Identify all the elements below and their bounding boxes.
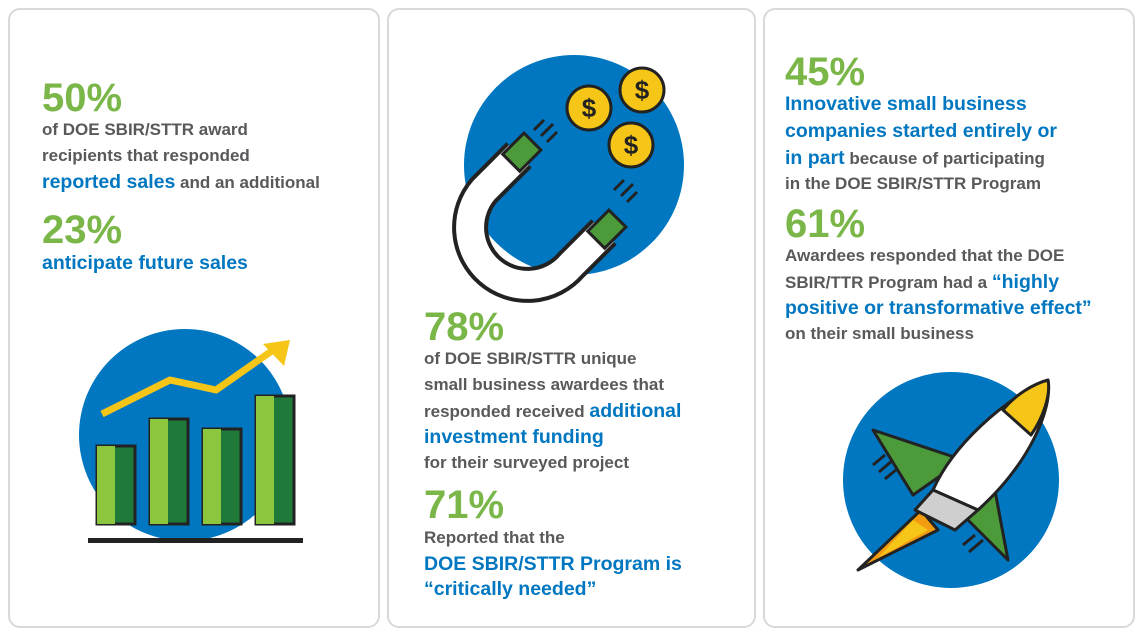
critically-needed-highlight: “critically needed” [424, 578, 597, 600]
effect-text-line-1: Awardees responded that the DOE [785, 246, 1065, 265]
sales-text-line-1: of DOE SBIR/STTR award [42, 120, 248, 139]
investment-text-line-1: of DOE SBIR/STTR unique [424, 349, 637, 368]
sales-text-tail: and an additional [175, 173, 320, 192]
stat-45-percent: 45% [785, 50, 866, 94]
transformative-highlight: positive or transformative effect” [785, 297, 1092, 319]
svg-text:$: $ [635, 75, 650, 105]
additional-highlight: additional [589, 400, 682, 422]
investment-text-line-3-start: responded received [424, 402, 590, 421]
reported-sales-highlight: reported sales [42, 171, 176, 193]
in-part-highlight: in part [785, 147, 845, 169]
effect-text-line-4: on their small business [785, 324, 974, 343]
rocket-icon [843, 372, 1059, 588]
startup-highlight-line-2: companies started entirely or [785, 120, 1058, 142]
future-sales-text: anticipate future sales [42, 252, 248, 274]
startup-text-line-3: in part because of participating [785, 145, 1045, 172]
stat-78-percent: 78% [424, 305, 505, 349]
startup-text-tail: because of participating [844, 149, 1045, 168]
investment-text-line-2: small business awardees that [424, 375, 664, 394]
magnet-dollar-icon: $ $ $ [452, 55, 684, 303]
panel-sales: 50% of DOE SBIR/STTR award recipients th… [8, 8, 380, 628]
investment-funding-highlight: investment funding [424, 426, 604, 448]
svg-text:$: $ [582, 93, 597, 123]
stat-23-percent: 23% [42, 208, 123, 252]
startup-highlight-line-1: Innovative small business [785, 93, 1027, 115]
stat-71-percent: 71% [424, 483, 505, 527]
stat-50-percent: 50% [42, 76, 123, 120]
panel-investment: $ $ $ 78% of DOE SBIR/STTR unique small … [387, 8, 756, 628]
bar-chart-trend-icon [79, 329, 303, 543]
critical-text-line-1: Reported that the [424, 528, 565, 547]
program-highlight: DOE SBIR/STTR Program is [424, 553, 682, 575]
panel-startups: 45% Innovative small business companies … [763, 8, 1135, 628]
highly-highlight: “highly [991, 271, 1060, 293]
stat-61-percent: 61% [785, 202, 866, 246]
sales-text-line-2: recipients that responded [42, 146, 250, 165]
sales-text-line-3: reported sales and an additional [42, 169, 320, 196]
svg-text:$: $ [624, 130, 639, 160]
investment-text-line-5: for their surveyed project [424, 453, 630, 472]
startup-text-line-4: in the DOE SBIR/STTR Program [785, 174, 1041, 193]
investment-text-line-3: responded received additional [424, 398, 681, 425]
effect-text-line-2: SBIR/TTR Program had a “highly [785, 269, 1059, 296]
effect-text-line-2-start: SBIR/TTR Program had a [785, 273, 992, 292]
